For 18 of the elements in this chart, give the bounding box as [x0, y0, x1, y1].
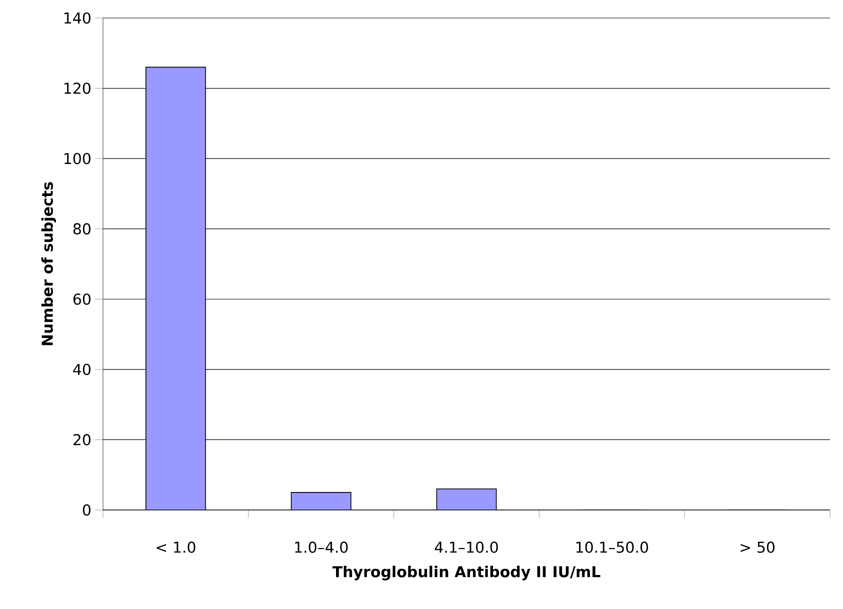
- y-tick-label: 40: [73, 364, 90, 376]
- bar: [436, 488, 497, 510]
- y-tick-label: 60: [73, 293, 90, 305]
- y-tick-label: 120: [64, 82, 90, 94]
- x-tick-label: > 50: [740, 542, 774, 553]
- x-tick-label: 4.1–10.0: [434, 542, 498, 553]
- y-axis-title: Number of subjects: [41, 182, 56, 346]
- y-tick-label: 100: [64, 152, 90, 164]
- x-tick-label: 10.1–50.0: [576, 542, 648, 553]
- y-tick-label: 140: [64, 12, 90, 24]
- y-tick-label: 80: [73, 223, 90, 235]
- x-axis-title: Thyroglobulin Antibody II IU/mL: [332, 566, 600, 580]
- x-tick-label: 1.0–4.0: [295, 542, 348, 553]
- x-tick-label: < 1.0: [156, 542, 196, 553]
- y-tick-label: 0: [82, 504, 90, 516]
- y-tick-label: 20: [73, 434, 90, 446]
- bar: [146, 66, 206, 510]
- bar: [290, 492, 352, 510]
